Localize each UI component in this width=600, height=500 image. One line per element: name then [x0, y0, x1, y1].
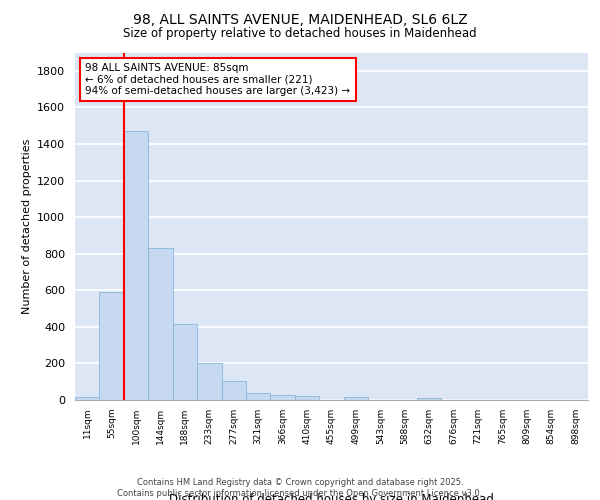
Text: Size of property relative to detached houses in Maidenhead: Size of property relative to detached ho… [123, 28, 477, 40]
Bar [221, 381, 246, 400]
X-axis label: Distribution of detached houses by size in Maidenhead: Distribution of detached houses by size … [169, 492, 494, 500]
Bar [417, 398, 442, 400]
Text: Contains HM Land Registry data © Crown copyright and database right 2025.
Contai: Contains HM Land Registry data © Crown c… [118, 478, 482, 498]
Bar [246, 392, 271, 400]
Y-axis label: Number of detached properties: Number of detached properties [22, 138, 32, 314]
Bar [148, 248, 173, 400]
Bar [197, 362, 221, 400]
Bar [75, 398, 100, 400]
Bar [173, 324, 197, 400]
Bar [295, 396, 319, 400]
Bar [271, 394, 295, 400]
Text: 98 ALL SAINTS AVENUE: 85sqm
← 6% of detached houses are smaller (221)
94% of sem: 98 ALL SAINTS AVENUE: 85sqm ← 6% of deta… [85, 63, 350, 96]
Bar [344, 398, 368, 400]
Bar [100, 292, 124, 400]
Bar [124, 131, 148, 400]
Text: 98, ALL SAINTS AVENUE, MAIDENHEAD, SL6 6LZ: 98, ALL SAINTS AVENUE, MAIDENHEAD, SL6 6… [133, 12, 467, 26]
